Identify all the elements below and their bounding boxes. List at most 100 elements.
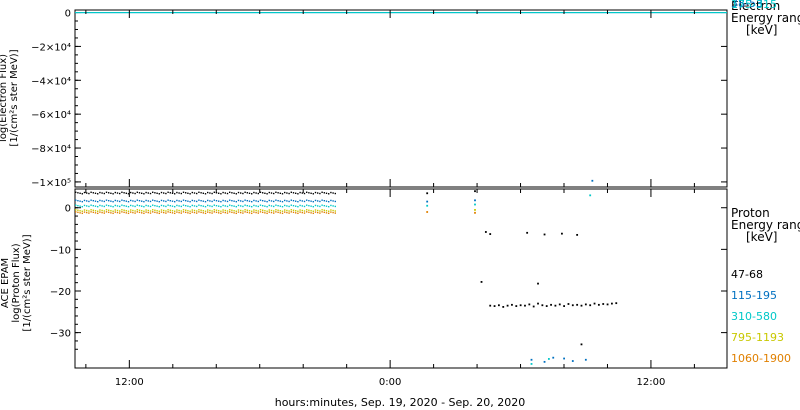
proton-point — [325, 192, 328, 194]
proton-point — [92, 204, 94, 207]
proton-point — [103, 200, 105, 203]
proton-point — [312, 205, 314, 208]
proton-point — [130, 211, 132, 213]
proton-point — [297, 193, 299, 195]
proton-point — [176, 191, 178, 194]
proton-point — [253, 199, 255, 202]
proton-point — [204, 200, 207, 203]
proton-point — [303, 200, 306, 203]
proton-point — [270, 211, 273, 214]
proton-point — [266, 205, 268, 208]
proton-point — [593, 302, 596, 305]
proton-point — [110, 200, 112, 202]
proton-point — [143, 200, 145, 203]
proton-point — [295, 212, 297, 214]
proton-point — [299, 209, 301, 211]
proton-point — [489, 304, 492, 307]
proton-point — [127, 200, 130, 203]
proton-point — [561, 232, 563, 235]
proton-point — [279, 205, 281, 207]
proton-point — [519, 304, 522, 307]
proton-point — [167, 191, 169, 193]
proton-point — [312, 210, 314, 212]
proton-point — [138, 209, 141, 211]
proton-point — [248, 210, 251, 212]
proton-point — [275, 199, 277, 201]
proton-point — [123, 209, 125, 211]
proton-point — [266, 212, 268, 215]
proton-point — [279, 212, 281, 214]
proton-point — [259, 211, 262, 213]
proton-point — [105, 191, 108, 193]
proton-point — [251, 210, 253, 212]
proton-ylabel-line: [1/(cm²s ster MeV)] — [22, 234, 33, 331]
proton-point — [224, 211, 226, 214]
proton-point — [213, 209, 215, 211]
proton-point — [134, 192, 136, 195]
proton-point — [185, 211, 187, 214]
proton-point — [92, 199, 94, 202]
proton-point — [224, 192, 226, 194]
proton-point — [171, 200, 174, 202]
proton-point — [193, 200, 196, 202]
proton-point — [264, 205, 266, 207]
proton-point — [110, 212, 112, 214]
proton-point — [244, 204, 246, 206]
proton-point — [301, 211, 303, 214]
proton-point — [567, 303, 570, 305]
proton-point — [180, 192, 182, 195]
proton-legend-entry: 115-195 — [731, 289, 777, 302]
proton-point — [121, 199, 123, 201]
proton-point — [325, 210, 328, 212]
proton-point — [187, 210, 189, 212]
proton-point — [204, 205, 207, 208]
proton-point — [132, 209, 134, 212]
proton-point — [231, 192, 233, 194]
proton-point — [251, 200, 253, 203]
proton-point — [242, 200, 244, 203]
proton-point — [306, 204, 308, 206]
proton-point — [165, 200, 167, 203]
proton-point — [277, 209, 279, 211]
proton-point — [314, 209, 317, 211]
proton-point — [185, 199, 187, 202]
proton-point — [160, 211, 163, 213]
proton-point — [288, 205, 290, 208]
proton-point — [127, 210, 130, 212]
proton-point — [136, 209, 138, 211]
proton-point — [99, 191, 101, 194]
proton-point — [176, 209, 178, 211]
proton-point — [222, 209, 224, 211]
proton-point — [506, 304, 509, 307]
proton-point — [193, 192, 196, 194]
proton-point — [244, 191, 246, 193]
proton-point — [266, 193, 268, 195]
proton-point — [182, 191, 185, 193]
proton-point — [189, 210, 191, 212]
proton-point — [268, 191, 270, 194]
proton-point — [132, 192, 134, 194]
proton-point — [218, 210, 220, 212]
proton-point — [204, 212, 207, 215]
proton-point — [334, 192, 336, 195]
proton-point — [200, 192, 202, 194]
proton-point — [88, 212, 90, 214]
proton-point — [163, 211, 165, 214]
proton-point — [147, 200, 149, 202]
proton-point — [176, 211, 178, 213]
proton-point — [480, 281, 483, 283]
proton-point — [290, 199, 292, 201]
proton-point — [178, 200, 180, 202]
proton-point — [332, 209, 334, 212]
proton-point — [290, 211, 292, 213]
proton-point — [112, 212, 114, 215]
proton-point — [196, 210, 198, 212]
proton-point — [426, 200, 429, 203]
proton-legend-entry: 1060-1900 — [731, 352, 791, 365]
proton-point — [143, 193, 145, 195]
proton-point — [334, 212, 336, 214]
proton-point — [303, 212, 306, 214]
proton-point — [189, 205, 191, 208]
proton-point — [299, 191, 301, 194]
proton-point — [262, 209, 264, 211]
